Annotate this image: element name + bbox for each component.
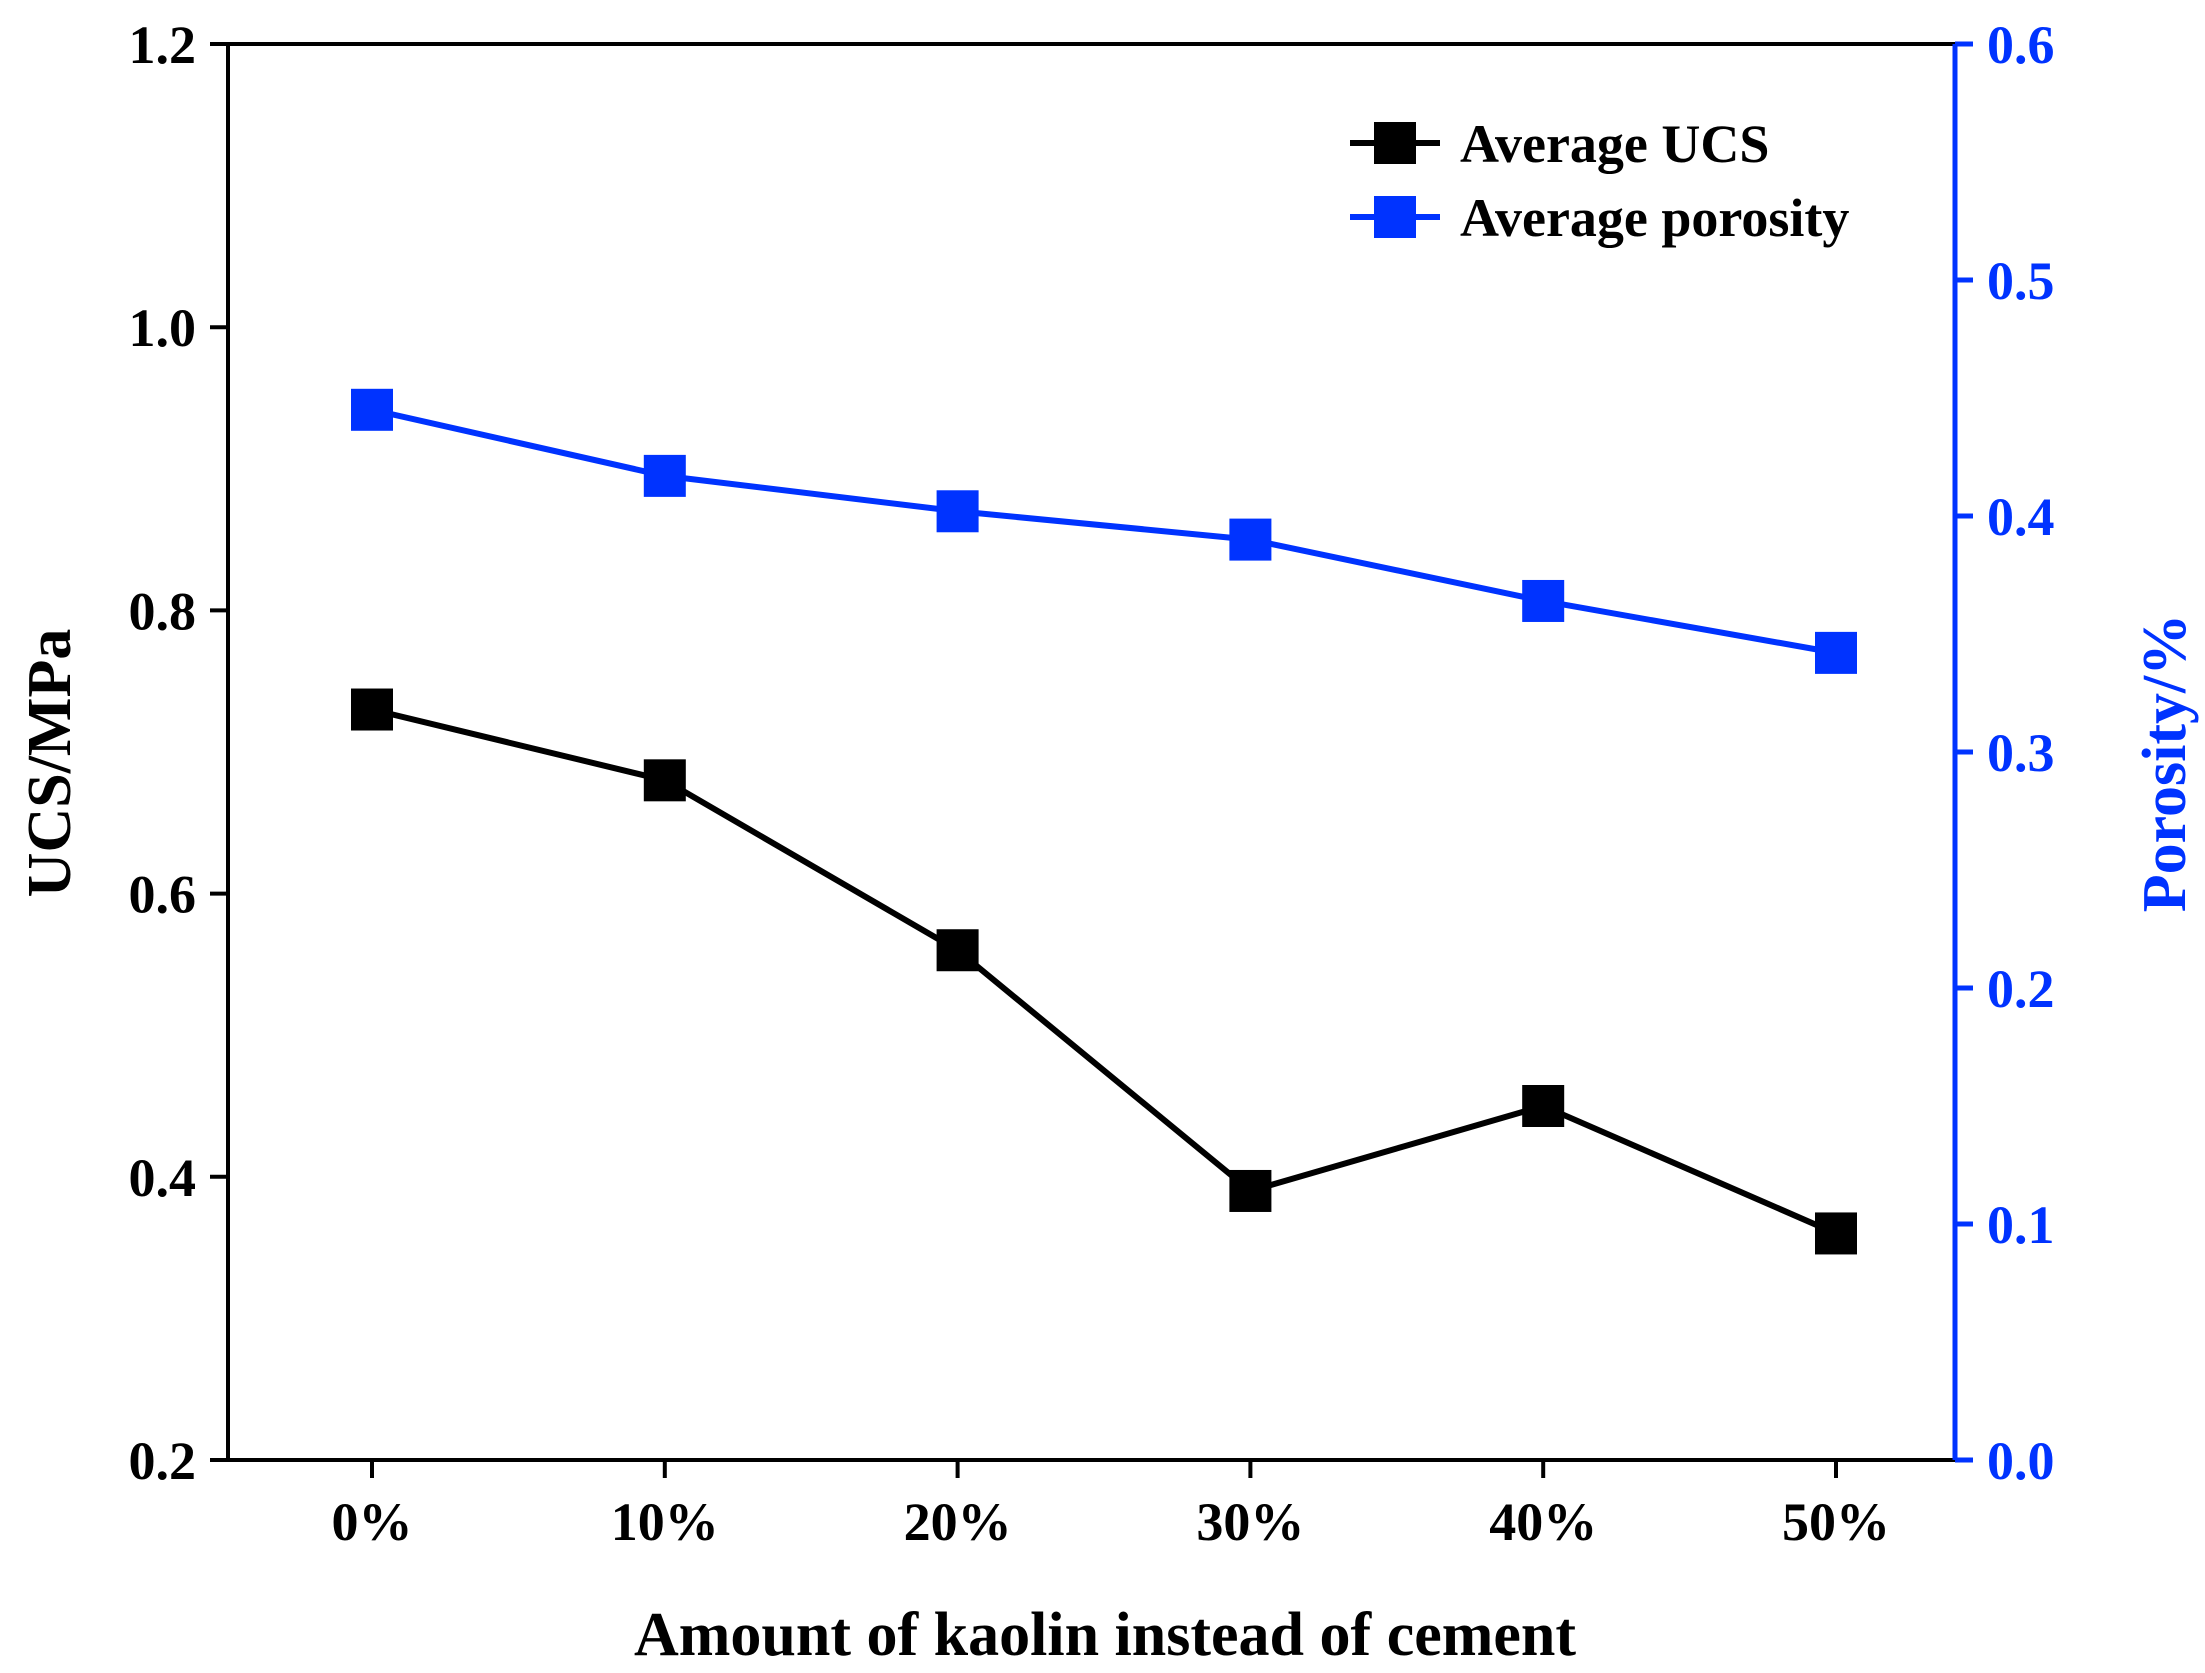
data-point <box>351 388 393 431</box>
right-tick-label: 0.4 <box>1987 487 2055 547</box>
x-tick-label: 50% <box>1782 1492 1890 1552</box>
legend-entry-porosity: Average porosity <box>1350 188 1849 248</box>
x-tick-label: 0% <box>332 1492 413 1552</box>
left-axis-label: UCS/MPa <box>16 629 84 898</box>
series-layer <box>351 388 1857 1255</box>
x-axis-ticks: 0% 10% 20% 30% 40% 50% <box>332 1460 1890 1552</box>
x-tick-label: 20% <box>904 1492 1012 1552</box>
data-point <box>1815 631 1857 674</box>
series-ucs <box>351 688 1857 1255</box>
data-point <box>1522 579 1565 622</box>
x-axis-label: Amount of kaolin instead of cement <box>634 1601 1576 1669</box>
left-tick-label: 1.0 <box>129 298 197 358</box>
right-tick-label: 0.5 <box>1987 251 2055 311</box>
left-tick-label: 1.2 <box>129 15 197 75</box>
right-axis-label: Porosity/% <box>2131 614 2199 913</box>
series-porosity <box>351 388 1857 674</box>
left-tick-label: 0.4 <box>129 1148 197 1208</box>
data-point <box>936 929 979 972</box>
legend-label-ucs: Average UCS <box>1460 114 1769 174</box>
data-point <box>351 688 393 731</box>
right-axis-ticks: 0.0 0.1 0.2 0.3 0.4 0.5 0.6 <box>1955 15 2055 1491</box>
left-tick-label: 0.8 <box>129 581 197 641</box>
data-point <box>936 490 979 533</box>
data-point <box>1229 1169 1272 1212</box>
legend: Average UCS Average porosity <box>1350 114 1849 248</box>
x-tick-label: 30% <box>1196 1492 1304 1552</box>
data-point <box>1815 1212 1857 1255</box>
legend-marker-porosity <box>1374 196 1416 238</box>
legend-marker-ucs <box>1374 122 1416 164</box>
data-point <box>1229 518 1272 561</box>
right-tick-label: 0.3 <box>1987 723 2055 783</box>
right-tick-label: 0.2 <box>1987 959 2055 1019</box>
x-tick-label: 10% <box>611 1492 719 1552</box>
data-point <box>1522 1085 1565 1127</box>
left-tick-label: 0.6 <box>129 865 197 925</box>
plot-frame <box>226 42 1958 1462</box>
right-tick-label: 0.6 <box>1987 15 2055 75</box>
data-point <box>643 759 686 802</box>
legend-entry-ucs: Average UCS <box>1350 114 1769 174</box>
right-tick-label: 0.1 <box>1987 1195 2055 1255</box>
x-tick-label: 40% <box>1489 1492 1597 1552</box>
right-tick-label: 0.0 <box>1987 1431 2055 1491</box>
left-axis-ticks: 0.2 0.4 0.6 0.8 1.0 1.2 <box>129 15 228 1491</box>
series-line <box>371 706 1838 1237</box>
legend-label-porosity: Average porosity <box>1460 188 1849 248</box>
series-line <box>371 406 1837 656</box>
left-tick-label: 0.2 <box>129 1431 197 1491</box>
data-point <box>643 454 686 497</box>
